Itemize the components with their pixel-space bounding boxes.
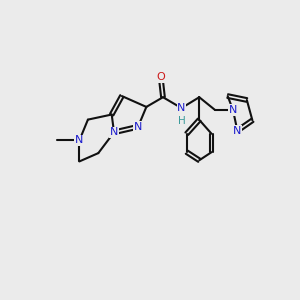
Text: N: N: [177, 103, 186, 113]
Text: O: O: [156, 72, 165, 82]
Text: N: N: [134, 122, 142, 132]
Text: N: N: [110, 127, 118, 137]
Text: N: N: [233, 126, 242, 136]
Text: N: N: [75, 135, 84, 146]
Text: N: N: [229, 105, 237, 115]
Text: H: H: [178, 116, 185, 127]
